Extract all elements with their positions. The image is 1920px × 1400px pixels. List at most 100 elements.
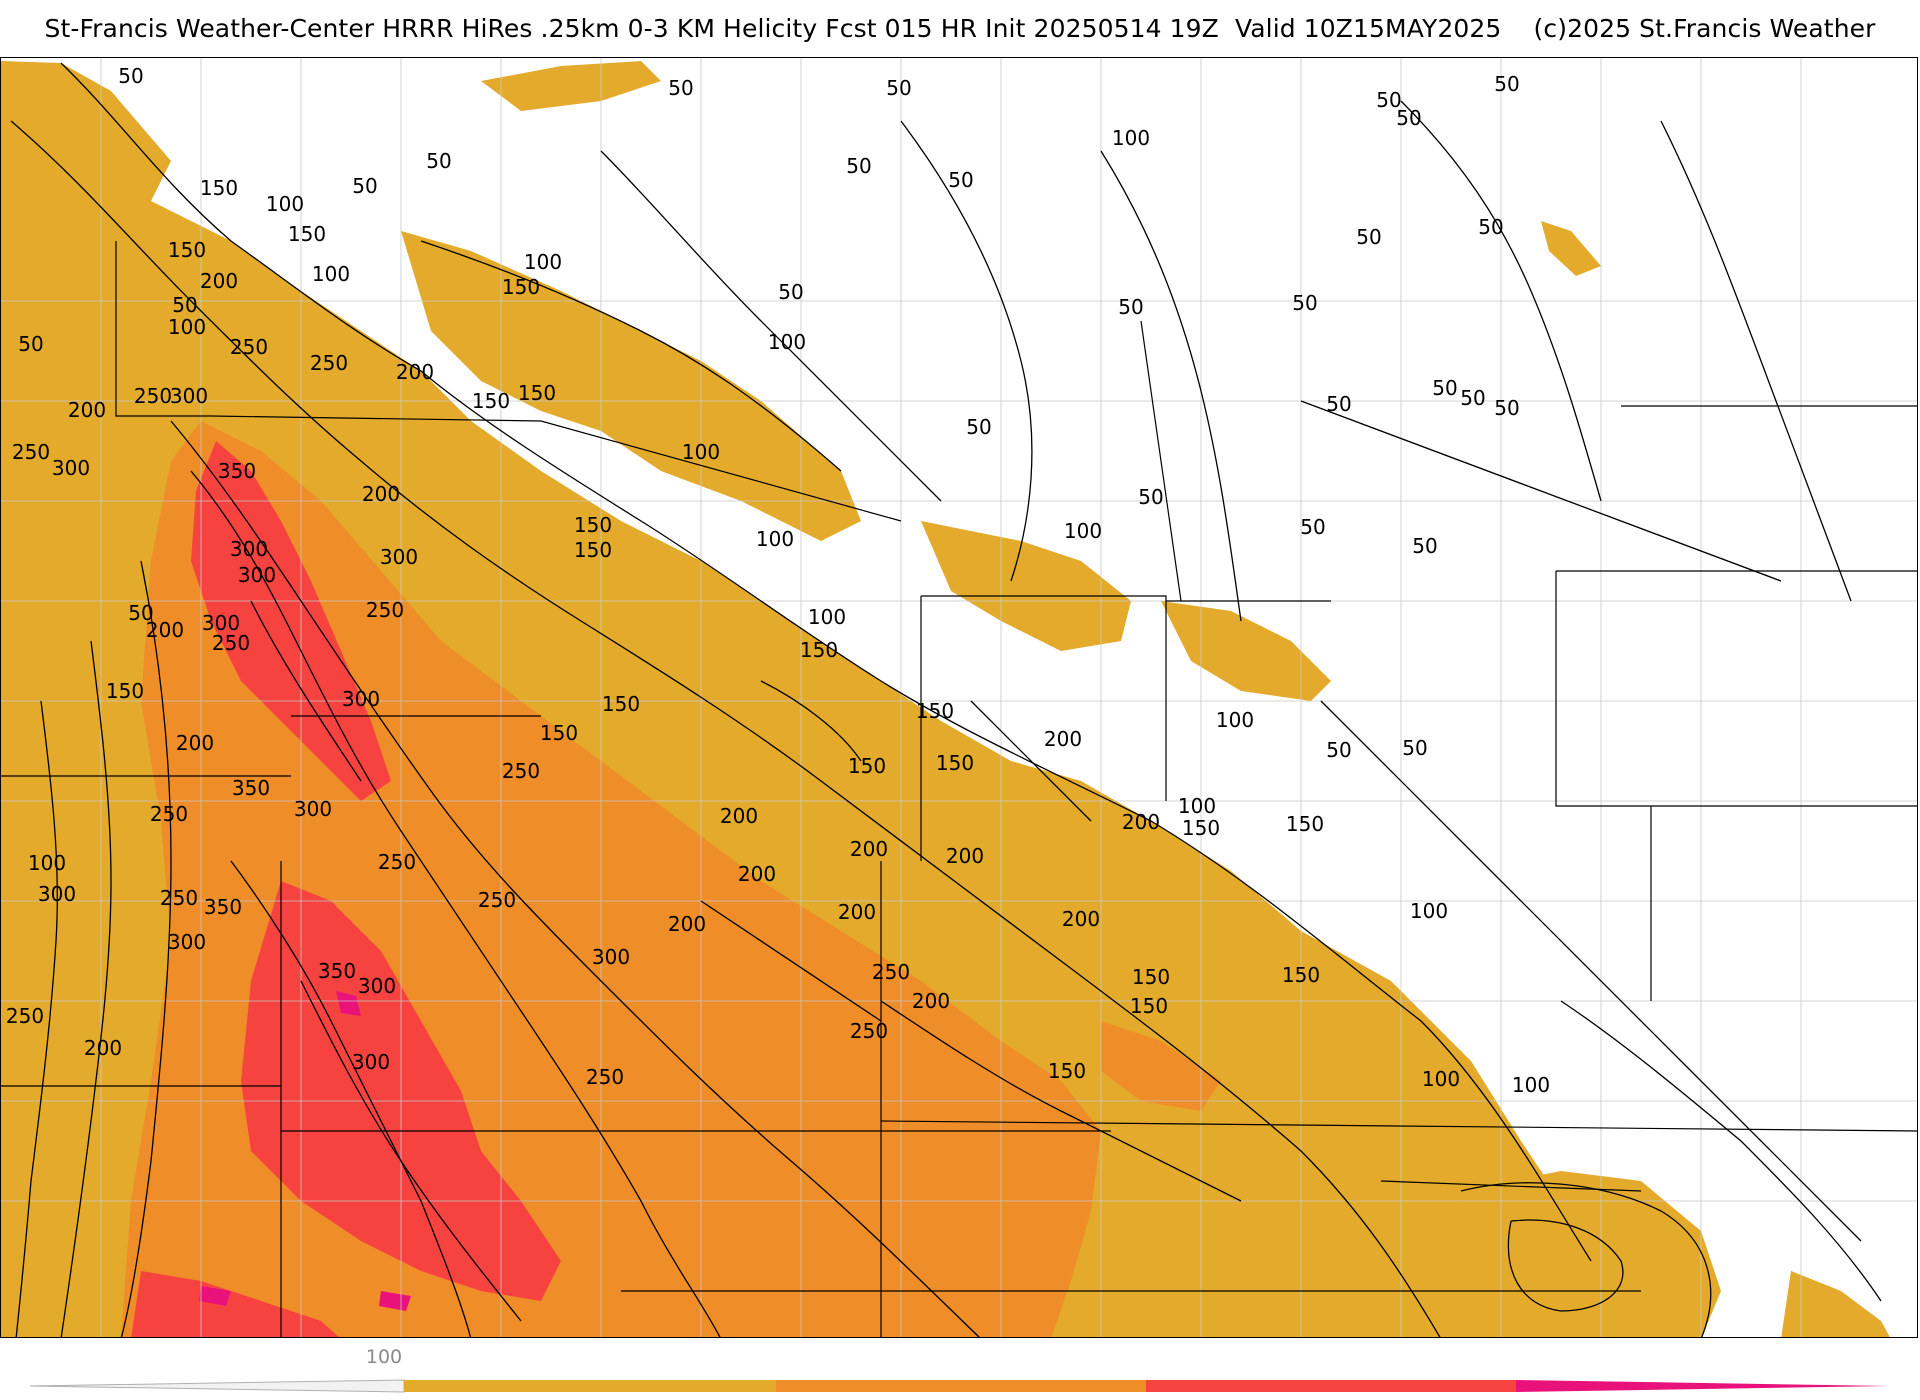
contour-label: 300 (202, 611, 240, 635)
contour-label: 50 (1460, 386, 1485, 410)
legend-tick-label: 100 (366, 1346, 402, 1368)
helicity-band-100-east (1161, 601, 1331, 701)
contour-label: 150 (1286, 812, 1324, 836)
contour-label: 200 (838, 900, 876, 924)
contour-label: 50 (18, 332, 43, 356)
contour-label: 150 (200, 176, 238, 200)
contour-label: 50 (1292, 291, 1317, 315)
helicity-band-350-spot-b (199, 1286, 231, 1306)
contour-label: 50 (1326, 392, 1351, 416)
contour-label: 250 (478, 888, 516, 912)
contour-label: 100 (1422, 1067, 1460, 1091)
contour-label: 200 (396, 360, 434, 384)
contour-label: 50 (778, 280, 803, 304)
contour-label: 50 (1138, 485, 1163, 509)
contour-label: 100 (1178, 794, 1216, 818)
contour-label: 300 (38, 882, 76, 906)
state-boundaries (1, 241, 1917, 1337)
contour-label: 300 (230, 537, 268, 561)
contour-label: 300 (294, 797, 332, 821)
contour-label: 200 (668, 912, 706, 936)
contour-label: 300 (52, 456, 90, 480)
contour-label: 350 (218, 459, 256, 483)
contour-label: 200 (720, 804, 758, 828)
helicity-band-100-north (401, 231, 861, 541)
contour-label: 200 (146, 618, 184, 642)
contour-label: 300 (168, 930, 206, 954)
contour-label: 100 (682, 440, 720, 464)
contour-label: 150 (574, 538, 612, 562)
contour-label: 250 (150, 802, 188, 826)
contour-label: 50 (1326, 738, 1351, 762)
contour-label: 300 (352, 1050, 390, 1074)
contour-label: 300 (592, 945, 630, 969)
contour-label: 150 (1282, 963, 1320, 987)
map-title: St-Francis Weather-Center HRRR HiRes .25… (44, 14, 1876, 43)
contour-label: 150 (540, 721, 578, 745)
contour-label: 100 (1064, 519, 1102, 543)
contour-label: 50 (886, 76, 911, 100)
helicity-band-250-north (191, 441, 391, 801)
contour-label: 250 (134, 384, 172, 408)
contour-label: 100 (808, 605, 846, 629)
contour-label: 150 (848, 754, 886, 778)
contour-label: 150 (288, 222, 326, 246)
contour-label: 100 (756, 527, 794, 551)
helicity-band-250-sw-corner (131, 1271, 339, 1337)
helicity-band-150-ext (1101, 1021, 1221, 1111)
legend-lower-tip (29, 1379, 405, 1393)
contour-label: 200 (362, 482, 400, 506)
contour-label: 200 (850, 837, 888, 861)
helicity-band-100-nw-strip (481, 61, 661, 111)
legend-canvas: 100 (29, 1346, 1890, 1393)
contour-label: 100 (312, 262, 350, 286)
contour-label: 300 (358, 974, 396, 998)
contour-label: 50 (966, 415, 991, 439)
contour-label: 300 (170, 384, 208, 408)
contour-label: 150 (502, 275, 540, 299)
contour-label: 150 (936, 751, 974, 775)
contour-label: 50 (1118, 295, 1143, 319)
legend-segment-150-250 (776, 1380, 1146, 1392)
contour-label: 350 (318, 959, 356, 983)
contour-label: 100 (266, 192, 304, 216)
contour-label: 250 (6, 1004, 44, 1028)
contour-label: 50 (1300, 515, 1325, 539)
contour-label: 150 (1048, 1059, 1086, 1083)
contour-label: 50 (1356, 225, 1381, 249)
contour-label: 150 (800, 638, 838, 662)
helicity-band-350-spot-c (379, 1291, 411, 1311)
contour-label: 100 (28, 851, 66, 875)
contour-label: 50 (1402, 736, 1427, 760)
contour-label: 200 (912, 989, 950, 1013)
contour-label: 100 (168, 315, 206, 339)
legend-segment-350-plus (1516, 1380, 1890, 1392)
contour-label: 200 (68, 398, 106, 422)
contour-label: 150 (574, 513, 612, 537)
contour-label: 300 (238, 563, 276, 587)
helicity-band-100-far-se (1781, 1271, 1890, 1337)
helicity-band-350-spot-a (336, 991, 361, 1016)
helicity-contours (10, 62, 1882, 1337)
contour-label: 200 (738, 862, 776, 886)
contour-label: 250 (378, 850, 416, 874)
contour-label: 150 (106, 679, 144, 703)
legend-segment-100-150 (404, 1380, 776, 1392)
contour-label: 150 (518, 381, 556, 405)
contour-label: 50 (128, 601, 153, 625)
contour-label: 150 (916, 699, 954, 723)
contour-label: 50 (1376, 88, 1401, 112)
contour-label: 200 (200, 269, 238, 293)
contour-label: 150 (168, 238, 206, 262)
contour-label: 50 (1396, 106, 1421, 130)
contour-label: 100 (1512, 1073, 1550, 1097)
contour-label: 50 (172, 293, 197, 317)
contour-label: 100 (768, 330, 806, 354)
contour-label: 350 (232, 776, 270, 800)
contour-label: 150 (472, 389, 510, 413)
contour-label: 250 (310, 351, 348, 375)
contour-label: 100 (1410, 899, 1448, 923)
contour-label: 50 (1478, 215, 1503, 239)
